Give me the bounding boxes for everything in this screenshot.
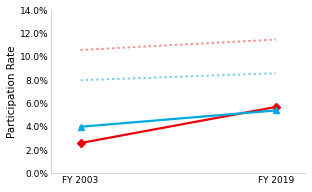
Y-axis label: Participation Rate: Participation Rate bbox=[7, 46, 17, 138]
